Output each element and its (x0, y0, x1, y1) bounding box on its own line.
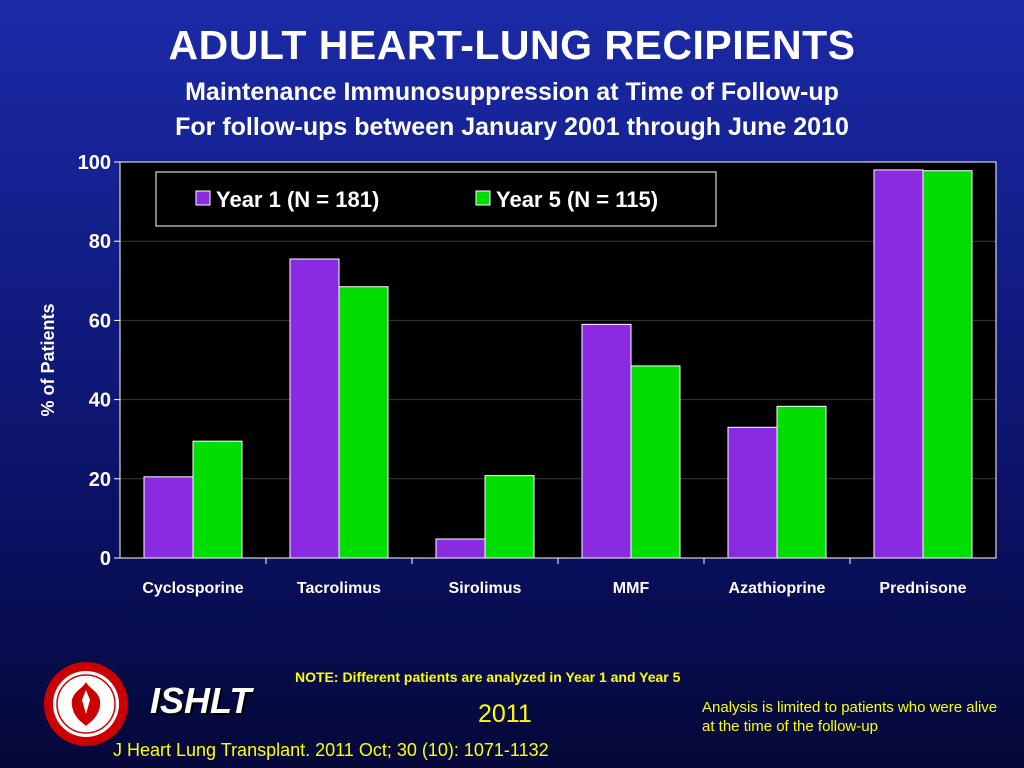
bar-0-5 (873, 169, 924, 559)
bar-chart: 0 20 40 60 80 100 Cyclosporine Tacrolimus Siroli… (38, 152, 997, 597)
y-tick-label: 20 (89, 469, 111, 491)
report-year: 2011 (478, 700, 532, 728)
ishlt-brand: ISHLT (150, 680, 252, 721)
bar-0-2 (435, 538, 486, 559)
x-tick-label: MMF (613, 580, 650, 597)
bar-1-0 (192, 440, 243, 559)
legend-swatch-0 (195, 190, 211, 206)
legend-label-1: Year 5 (N = 115) (496, 187, 658, 212)
bar-1-3 (630, 365, 681, 559)
x-tick-label: Sirolimus (449, 580, 522, 597)
y-tick-label: 80 (89, 231, 111, 253)
legend-label-0: Year 1 (N = 181) (216, 187, 379, 212)
y-tick-label: 60 (89, 310, 111, 332)
x-tick-label: Prednisone (879, 580, 966, 597)
bar-1-5 (922, 170, 973, 559)
bar-1-1 (338, 286, 389, 559)
page-subtitle-2: For follow-ups between January 2001 thro… (175, 113, 849, 141)
analysis-note: Analysis is limited to patients who were… (702, 699, 998, 735)
bar-0-3 (581, 323, 632, 559)
citation: J Heart Lung Transplant. 2011 Oct; 30 (1… (113, 740, 549, 760)
x-tick-label: Cyclosporine (142, 580, 243, 597)
y-axis-label: % of Patients (38, 303, 58, 416)
bar-1-4 (776, 405, 827, 559)
bar-0-0 (143, 476, 194, 559)
footnote: NOTE: Different patients are analyzed in… (295, 669, 681, 685)
bar-0-1 (289, 258, 340, 559)
page-subtitle-1: Maintenance Immunosuppression at Time of… (185, 78, 839, 106)
bar-1-2 (484, 475, 535, 559)
plot-frame (119, 161, 997, 559)
y-tick-label: 0 (100, 548, 111, 570)
legend (155, 171, 717, 227)
y-tick-label: 100 (78, 152, 111, 174)
y-tick-label: 40 (89, 390, 111, 412)
plot-area (120, 162, 996, 558)
x-tick-label: Tacrolimus (297, 580, 381, 597)
x-tick-label: Azathioprine (729, 580, 826, 597)
legend-swatch-1 (475, 190, 491, 206)
ishlt-logo (42, 660, 130, 753)
bar-0-4 (727, 426, 778, 559)
page-title: ADULT HEART-LUNG RECIPIENTS (168, 22, 856, 68)
